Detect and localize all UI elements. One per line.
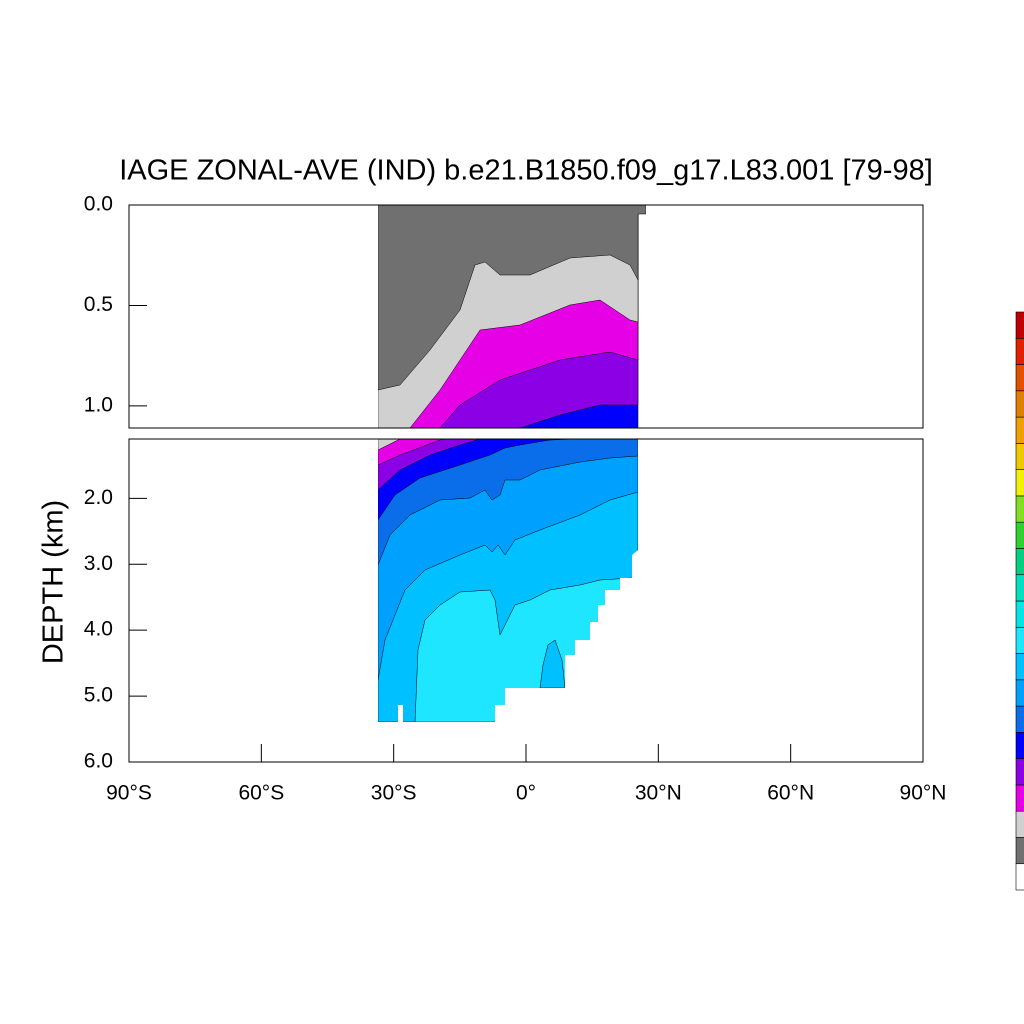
y-tick-label: 0.5	[84, 293, 113, 316]
y-tick-label: 5.0	[84, 684, 113, 707]
colorbar-box	[1015, 653, 1024, 681]
colorbar-box	[1015, 416, 1024, 444]
y-axis-label: DEPTH (km)	[38, 500, 70, 664]
colorbar-box	[1015, 574, 1024, 602]
y-tick-label: 6.0	[84, 750, 113, 773]
y-tick-label: 1.0	[84, 393, 113, 416]
colorbar-box	[1015, 600, 1024, 628]
colorbar-box	[1015, 626, 1024, 654]
x-tick-label: 0°	[516, 782, 536, 805]
x-tick-label: 30°N	[635, 782, 682, 805]
top-contours	[378, 205, 646, 428]
top-panel-frame	[128, 204, 924, 429]
y-tick-label: 3.0	[84, 552, 113, 575]
colorbar-box	[1015, 548, 1024, 576]
colorbar-box	[1015, 390, 1024, 418]
colorbar-box	[1015, 810, 1024, 838]
colorbar-box	[1015, 469, 1024, 497]
x-tick-label: 60°N	[767, 782, 814, 805]
chart-title: IAGE ZONAL-AVE (IND) b.e21.B1850.f09_g17…	[119, 155, 933, 187]
colorbar-box	[1015, 337, 1024, 365]
contour-band	[378, 205, 646, 391]
contour-band	[378, 439, 576, 521]
contour-band	[378, 439, 446, 466]
colorbar-box	[1015, 784, 1024, 812]
y-tick-label: 2.0	[84, 486, 113, 509]
colorbar-box	[1015, 837, 1024, 865]
y-tick-label: 4.0	[84, 618, 113, 641]
colorbar-box	[1015, 521, 1024, 549]
contour-band	[378, 439, 401, 451]
contour-band	[539, 639, 566, 689]
x-tick-label: 90°N	[900, 782, 947, 805]
colorbar-box	[1015, 705, 1024, 733]
colorbar-box	[1015, 364, 1024, 392]
colorbar-box	[1015, 443, 1024, 470]
colorbar-box	[1015, 495, 1024, 523]
x-tick-label: 90°S	[106, 782, 152, 805]
x-tick-label: 30°S	[371, 782, 417, 805]
y-tick-label: 0.0	[84, 193, 113, 216]
colorbar-box	[1015, 732, 1024, 759]
colorbar-box	[1015, 311, 1024, 339]
x-tick-label: 60°S	[238, 782, 284, 805]
colorbar-box	[1015, 758, 1024, 786]
colorbar-box	[1015, 679, 1024, 707]
colorbar-box	[1015, 863, 1024, 891]
bottom-contours	[378, 439, 638, 722]
